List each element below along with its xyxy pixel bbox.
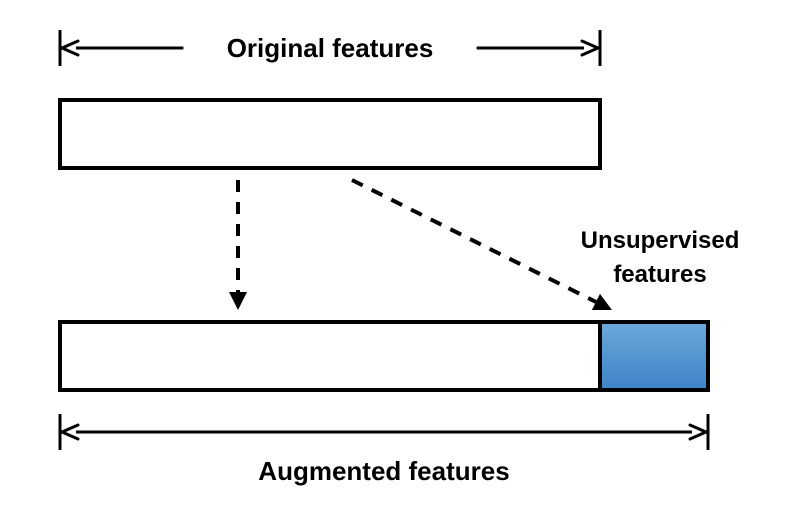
bottom-label: Augmented features <box>258 456 509 486</box>
right-label-line2: features <box>613 261 706 288</box>
top-label: Original features <box>227 33 434 63</box>
right-label-line1: Unsupervised <box>581 227 740 254</box>
original-features-box <box>60 100 600 168</box>
unsupervised-features-segment <box>600 324 706 388</box>
